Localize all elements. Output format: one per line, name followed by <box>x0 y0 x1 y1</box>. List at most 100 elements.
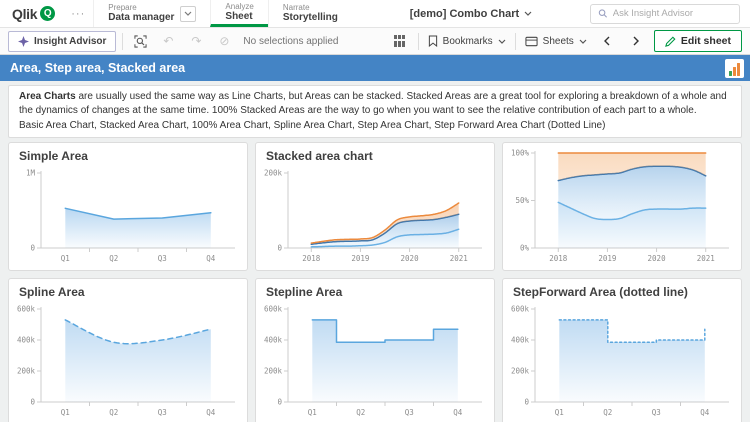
svg-text:2020: 2020 <box>648 254 667 263</box>
svg-text:Q3: Q3 <box>158 408 167 417</box>
chart-title: StepForward Area (dotted line) <box>513 284 688 299</box>
svg-text:2019: 2019 <box>598 254 616 263</box>
qlik-logo[interactable]: Qlik Q <box>0 0 63 27</box>
insight-advisor-button[interactable]: Insight Advisor <box>8 30 117 52</box>
svg-text:0: 0 <box>277 398 282 407</box>
charts-button[interactable] <box>389 31 411 52</box>
svg-text:Q4: Q4 <box>206 254 216 263</box>
svg-text:0%: 0% <box>520 243 530 252</box>
chart-plot-simple-area[interactable]: 1M 0 Q1 Q2 Q3 Q4 <box>9 163 247 270</box>
step-forward-button[interactable]: ↷ <box>191 34 202 48</box>
nav-prepare[interactable]: Prepare Data manager <box>93 0 210 27</box>
description-lead: Area Charts <box>19 91 76 102</box>
svg-text:Q3: Q3 <box>652 408 661 417</box>
chart-plot-stepline-area[interactable]: 600k 400k 200k 0 Q1 Q2 Q3 Q4 <box>256 299 494 422</box>
chevron-right-icon <box>633 36 639 46</box>
app-title-menu[interactable]: [demo] Combo Chart <box>410 8 532 20</box>
chart-card-stepline-area[interactable]: Stepline Area 600k 400k 200k 0 Q1 Q2 Q3 Q4 <box>255 277 495 422</box>
svg-text:2021: 2021 <box>450 254 468 263</box>
sheet-header: Area, Step area, Stacked area <box>0 55 750 81</box>
svg-text:400k: 400k <box>511 336 530 345</box>
chart-title: Stacked area chart <box>266 148 373 163</box>
top-bar: Qlik Q ··· Prepare Data manager Analyze … <box>0 0 750 28</box>
svg-text:0: 0 <box>30 244 35 253</box>
chevron-down-icon <box>498 39 506 44</box>
smart-search-button[interactable] <box>129 31 151 52</box>
search-input[interactable] <box>612 8 732 19</box>
divider <box>514 32 516 50</box>
chevron-down-icon <box>524 11 532 16</box>
description-body: are usually used the same way as Line Ch… <box>19 91 727 117</box>
nav-analyze[interactable]: Analyze Sheet <box>210 0 268 27</box>
chevron-down-icon <box>184 11 192 16</box>
edit-sheet-button[interactable]: Edit sheet <box>653 30 742 52</box>
selections-status: No selections applied <box>243 35 339 47</box>
nav-prepare-section: Prepare <box>108 3 137 13</box>
svg-text:400k: 400k <box>264 336 283 345</box>
svg-text:600k: 600k <box>17 305 36 314</box>
qlik-q-icon: Q <box>40 6 56 21</box>
description-chart-list: Basic Area Chart, Stacked Area Chart, 10… <box>19 119 606 131</box>
global-menu-button[interactable]: ··· <box>71 7 86 20</box>
svg-text:2018: 2018 <box>302 254 321 263</box>
selections-toolbar: Insight Advisor ↶ ↷ ⊘ No selections appl… <box>0 28 750 55</box>
svg-text:600k: 600k <box>264 305 283 314</box>
svg-text:1M: 1M <box>26 169 36 178</box>
chart-plot-100pct-area[interactable]: 100% 50% 0% 2018 2019 2020 2021 <box>503 143 741 270</box>
svg-text:Q4: Q4 <box>700 408 710 417</box>
svg-text:Q2: Q2 <box>109 254 118 263</box>
divider <box>417 32 419 50</box>
svg-text:Q1: Q1 <box>555 408 564 417</box>
sheet-icon <box>525 36 538 46</box>
svg-text:Q2: Q2 <box>603 408 612 417</box>
smart-search-icon <box>134 34 147 48</box>
chart-plot-stacked-area[interactable]: 200k 0 2018 2019 2020 2021 <box>256 163 494 270</box>
chart-card-spline-area[interactable]: Spline Area 600k 400k 200k 0 Q1 Q2 Q3 Q4 <box>8 277 248 422</box>
nav-narrate-section: Narrate <box>282 3 310 13</box>
sheet-thumbnail-icon <box>725 58 744 78</box>
chart-title: Stepline Area <box>266 284 343 299</box>
thumb-bar-orange-2 <box>737 62 740 76</box>
svg-text:Q1: Q1 <box>308 408 317 417</box>
nav-analyze-section: Analyze <box>225 1 254 11</box>
svg-text:50%: 50% <box>515 196 529 205</box>
chart-card-100pct-area[interactable]: 100% 50% 0% 2018 2019 2020 2021 <box>502 141 742 271</box>
svg-text:600k: 600k <box>511 305 530 314</box>
clear-selections-button[interactable]: ⊘ <box>219 34 230 48</box>
svg-text:Q1: Q1 <box>61 408 70 417</box>
nav-narrate[interactable]: Narrate Storytelling <box>267 0 352 27</box>
bookmarks-label: Bookmarks <box>442 35 493 47</box>
step-back-button[interactable]: ↶ <box>163 34 174 48</box>
svg-text:400k: 400k <box>17 336 36 345</box>
svg-text:2018: 2018 <box>549 254 568 263</box>
chart-card-stepforward-area[interactable]: StepForward Area (dotted line) 600k 400k 2… <box>502 277 742 422</box>
svg-text:Q3: Q3 <box>158 254 167 263</box>
search-icon <box>598 9 608 18</box>
bar-chart-icon <box>394 35 406 47</box>
nav-analyze-item: Sheet <box>225 10 253 22</box>
thumb-bar-green <box>729 70 732 76</box>
svg-text:200k: 200k <box>264 367 283 376</box>
prepare-dropdown-button[interactable] <box>180 5 197 22</box>
svg-text:200k: 200k <box>511 367 530 376</box>
chart-plot-spline-area[interactable]: 600k 400k 200k 0 Q1 Q2 Q3 Q4 <box>9 299 247 422</box>
sheets-label: Sheets <box>542 35 574 47</box>
app-title-text: [demo] Combo Chart <box>409 7 520 20</box>
bookmarks-button[interactable]: Bookmarks <box>426 35 508 47</box>
description-paragraph: Area Charts are usually used the same wa… <box>19 90 731 119</box>
sheets-button[interactable]: Sheets <box>523 36 589 47</box>
insight-search-box[interactable] <box>590 3 740 24</box>
svg-text:Q1: Q1 <box>61 254 70 263</box>
chart-card-simple-area[interactable]: Simple Area 1M 0 Q1 Q2 Q3 Q4 <box>8 141 248 271</box>
chart-plot-stepforward-area[interactable]: 600k 400k 200k 0 Q1 Q2 Q3 Q4 <box>503 299 741 422</box>
previous-sheet-button[interactable] <box>596 31 618 52</box>
svg-text:2020: 2020 <box>401 254 420 263</box>
next-sheet-button[interactable] <box>625 31 647 52</box>
insight-advisor-label: Insight Advisor <box>34 35 107 47</box>
chart-card-stacked-area[interactable]: Stacked area chart 200k 0 2018 2019 2020 2021 <box>255 141 495 271</box>
description-text-object: Area Charts are usually used the same wa… <box>8 85 742 138</box>
svg-text:0: 0 <box>524 398 529 407</box>
pencil-icon <box>664 36 676 47</box>
divider <box>122 32 124 50</box>
svg-text:Q4: Q4 <box>453 408 463 417</box>
